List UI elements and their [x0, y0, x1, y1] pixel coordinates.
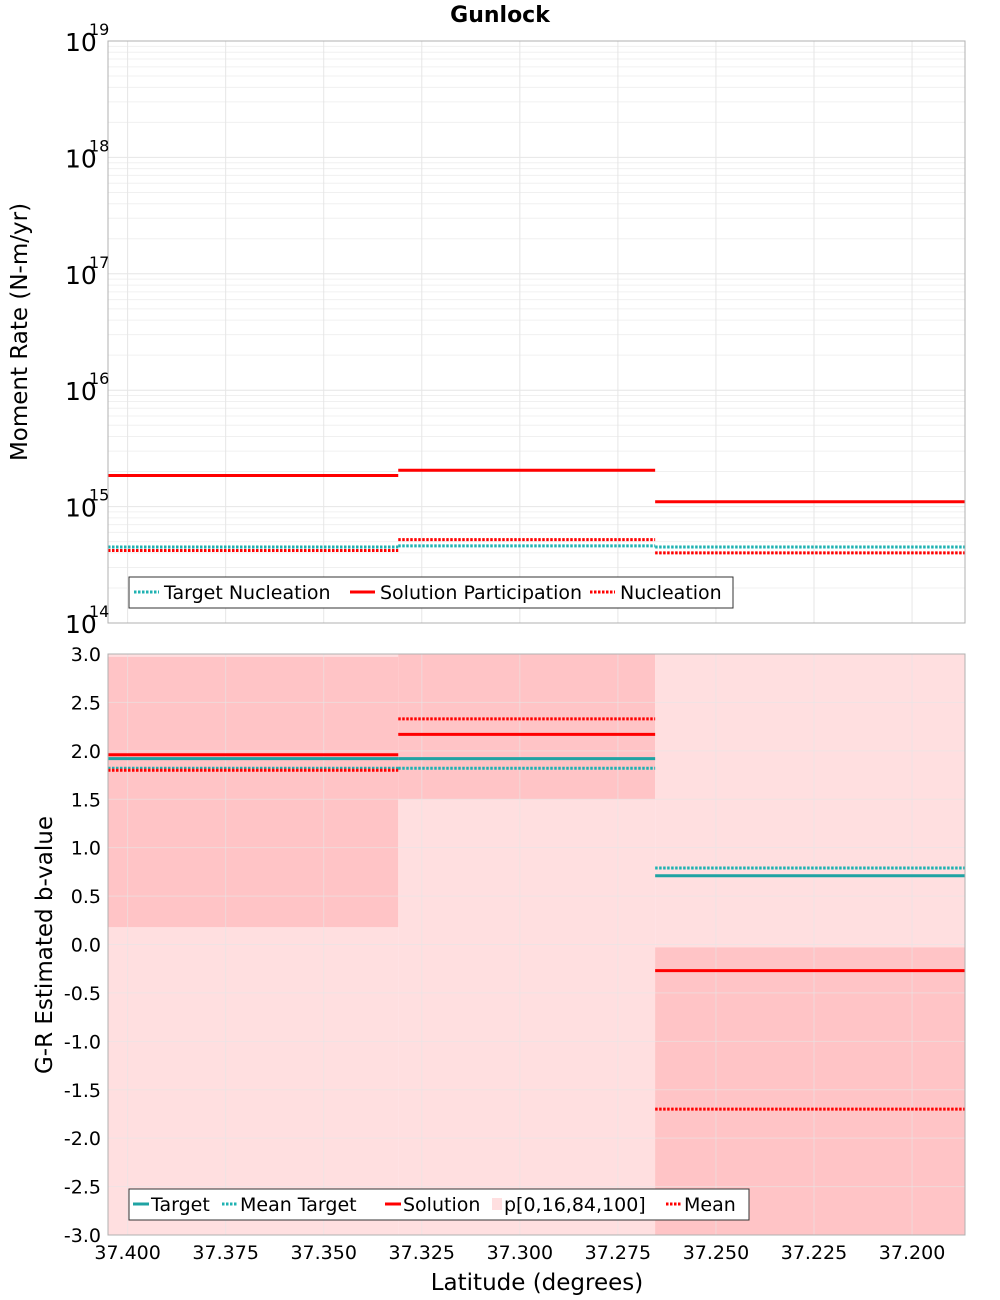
bottom-y-tick-label: 3.0: [71, 644, 101, 666]
bottom-plot-frame: [107, 653, 966, 1236]
top-y-tick-exponent: 14: [89, 602, 109, 621]
bottom-y-tick-label: 0.0: [71, 935, 101, 957]
bottom-y-tick-label: 1.5: [71, 789, 101, 811]
bottom-legend-label: Mean Target: [240, 1194, 357, 1216]
bottom-panel: 3.0 2.5 2.0 1.5 1.0 0.5 0.0 -0.5 -1.0 -1.5 -2.0 -2.…: [32, 644, 966, 1296]
bottom-y-tick-label: -0.5: [64, 983, 101, 1005]
x-tick-label: 37.375: [192, 1242, 258, 1264]
bottom-grid: [108, 653, 965, 1236]
top-y-tick-exponent: 18: [89, 136, 109, 155]
percentile-band-inner: [398, 654, 656, 800]
percentile-band-inner: [108, 656, 399, 928]
bottom-y-tick-label: -3.0: [64, 1225, 101, 1247]
top-y-tick-label: 10: [65, 261, 97, 290]
bottom-legend-label: p[0,16,84,100]: [504, 1194, 646, 1216]
bottom-y-axis-label: G-R Estimated b-value: [32, 816, 58, 1074]
bottom-y-tick-label: -2.5: [64, 1177, 101, 1199]
top-y-tick-exponent: 17: [89, 253, 109, 272]
top-legend-label: Target Nucleation: [163, 582, 331, 604]
top-y-tick-label: 10: [65, 610, 97, 639]
bottom-y-ticks: 3.0 2.5 2.0 1.5 1.0 0.5 0.0 -0.5 -1.0 -1.5 -2.0 -2.…: [64, 644, 101, 1247]
bottom-x-ticks: 37.400 37.375 37.350 37.325 37.300 37.275 37.2…: [94, 1242, 945, 1264]
top-y-tick-label: 10: [65, 494, 97, 523]
bottom-legend-label: Target: [150, 1194, 210, 1216]
top-legend-label: Nucleation: [620, 582, 722, 604]
bottom-y-tick-label: -1.5: [64, 1080, 101, 1102]
x-tick-label: 37.275: [585, 1242, 651, 1264]
bottom-series: [108, 717, 965, 1111]
top-plot-frame: [107, 40, 966, 624]
top-y-tick-exponent: 16: [89, 369, 109, 388]
bottom-y-tick-label: 0.5: [71, 886, 101, 908]
top-y-axis-label: Moment Rate (N-m/yr): [7, 203, 33, 461]
bottom-y-tick-label: -2.0: [64, 1128, 101, 1150]
top-y-tick-exponent: 19: [89, 20, 109, 39]
bottom-legend-label: Solution: [403, 1194, 480, 1216]
top-y-tick-label: 10: [65, 377, 97, 406]
top-y-tick-label: 10: [65, 144, 97, 173]
x-tick-label: 37.250: [683, 1242, 749, 1264]
x-axis-label: Latitude (degrees): [431, 1270, 644, 1296]
bottom-y-tick-label: 1.0: [71, 838, 101, 860]
x-tick-label: 37.325: [389, 1242, 455, 1264]
top-legend: Target Nucleation Solution Participation N…: [128, 576, 734, 609]
bottom-y-tick-label: 2.0: [71, 741, 101, 763]
bottom-legend-swatch: [492, 1198, 502, 1210]
top-legend-box: [128, 576, 734, 609]
bottom-y-tick-label: 2.5: [71, 692, 101, 714]
bottom-legend: Target Mean Target Solution p[0,16,84,100] M…: [128, 1188, 750, 1221]
x-tick-label: 37.350: [290, 1242, 356, 1264]
x-tick-label: 37.200: [879, 1242, 945, 1264]
top-y-tick-label: 10: [65, 28, 97, 57]
x-tick-label: 37.400: [94, 1242, 160, 1264]
bottom-legend-label: Mean: [684, 1194, 736, 1216]
top-y-tick-exponent: 15: [89, 486, 109, 505]
x-tick-label: 37.300: [487, 1242, 553, 1264]
chart-title: Gunlock: [450, 3, 551, 28]
top-legend-label: Solution Participation: [380, 582, 582, 604]
bottom-y-tick-label: -1.0: [64, 1031, 101, 1053]
top-grid: [108, 40, 965, 624]
top-series: [108, 468, 965, 555]
x-tick-label: 37.225: [781, 1242, 847, 1264]
